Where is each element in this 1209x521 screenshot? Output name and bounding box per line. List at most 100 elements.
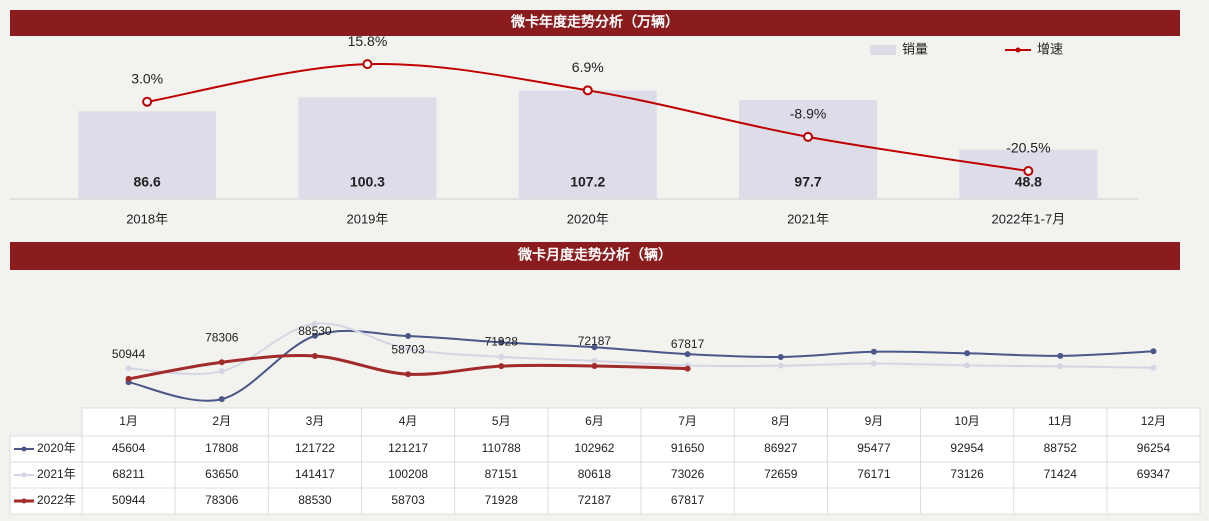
series-point [964,350,971,357]
series-point [684,351,691,358]
table-cell: 78306 [205,493,239,507]
data-label: 3.0% [131,71,163,87]
column-header: 3月 [306,414,325,428]
data-label: 100.3 [350,174,385,190]
table-row [9,435,1201,463]
x-tick-label: 2022年1-7月 [991,211,1065,226]
x-tick-label: 2018年 [126,211,168,226]
table-cell: 87151 [485,467,519,481]
data-label: -20.5% [1006,140,1050,156]
growth-point [1023,166,1034,177]
growth-point [142,96,153,107]
growth-point [362,59,373,70]
row-label: 2022年 [37,493,76,507]
growth-point [803,131,814,142]
series-point [405,333,412,340]
series-point [777,362,784,369]
title-bar [10,10,1180,36]
table-cell: 102962 [574,441,614,455]
chart-title: 微卡年度走势分析（万辆） [510,14,679,30]
series-point [1057,352,1064,359]
series-line [128,322,1154,375]
legend-swatch [21,472,27,478]
data-label: 15.8% [348,33,388,49]
table-cell: 86927 [764,441,798,455]
series-point [405,345,412,352]
data-label: 71928 [485,334,519,348]
series-point [498,353,505,360]
table-cell: 121217 [388,441,428,455]
table-cell: 96254 [1137,441,1171,455]
series-point [777,353,784,360]
legend-swatch [1015,47,1021,53]
table-cell: 121722 [295,441,335,455]
table-cell: 72187 [578,493,612,507]
series-point [591,344,598,351]
table-cell: 69347 [1137,467,1171,481]
data-label: 107.2 [570,174,605,190]
series-point [311,352,318,359]
bar [78,111,217,199]
legend-label: 销量 [902,41,928,56]
data-label: 72187 [578,334,612,348]
table-cell: 68211 [112,467,145,481]
table-cell: 73126 [950,467,984,481]
column-header: 4月 [399,414,418,428]
table-cell: 71928 [485,493,519,507]
table-cell: 95477 [857,441,891,455]
table-cell: 50944 [112,493,146,507]
series-point [1150,364,1157,371]
data-label: -8.9% [790,106,827,122]
series-point [498,363,505,370]
column-header: 1月 [119,414,138,428]
growth-point [582,85,593,96]
legend-label: 增速 [1037,41,1063,56]
series-point [405,371,412,378]
title-bar [10,242,1180,270]
column-header: 11月 [1048,414,1072,428]
data-label: 78306 [205,330,239,344]
table-cell: 88752 [1044,441,1078,455]
data-label: 88530 [298,324,332,338]
column-header: 12月 [1141,414,1166,428]
legend-swatch [870,45,896,55]
data-label: 58703 [391,342,425,356]
data-label: 48.8 [1015,174,1042,190]
table-row [9,487,1201,515]
bar [518,90,657,199]
x-tick-label: 2021年 [787,211,829,226]
table-cell: 91650 [671,441,705,455]
series-point [591,357,598,364]
table-cell: 67817 [671,493,705,507]
x-tick-label: 2020年 [567,211,609,226]
series-point [125,375,132,382]
series-point [125,365,132,372]
series-point [1150,348,1157,355]
table-cell: 80618 [578,467,612,481]
x-tick-label: 2019年 [346,211,388,226]
series-point [218,396,225,403]
column-header: 9月 [865,414,884,428]
table-cell: 88530 [298,493,332,507]
table-cell: 45604 [112,441,146,455]
series-line [128,329,1154,402]
table-cell: 100208 [388,467,428,481]
row-label: 2020年 [37,441,76,455]
column-header: 2月 [212,414,231,428]
table-cell: 58703 [391,493,425,507]
data-label: 6.9% [572,59,604,75]
series-point [218,359,225,366]
series-point [311,320,318,327]
table-cell: 141417 [295,467,335,481]
series-point [218,368,225,375]
table-cell: 63650 [205,467,239,481]
data-label: 50944 [112,347,146,361]
series-point [870,360,877,367]
chart-title: 微卡月度走势分析（辆） [517,247,672,263]
table-cell: 110788 [482,441,521,455]
data-label: 97.7 [794,174,821,190]
table-cell: 76171 [857,467,891,481]
column-header: 8月 [771,414,790,428]
bar [739,100,878,199]
